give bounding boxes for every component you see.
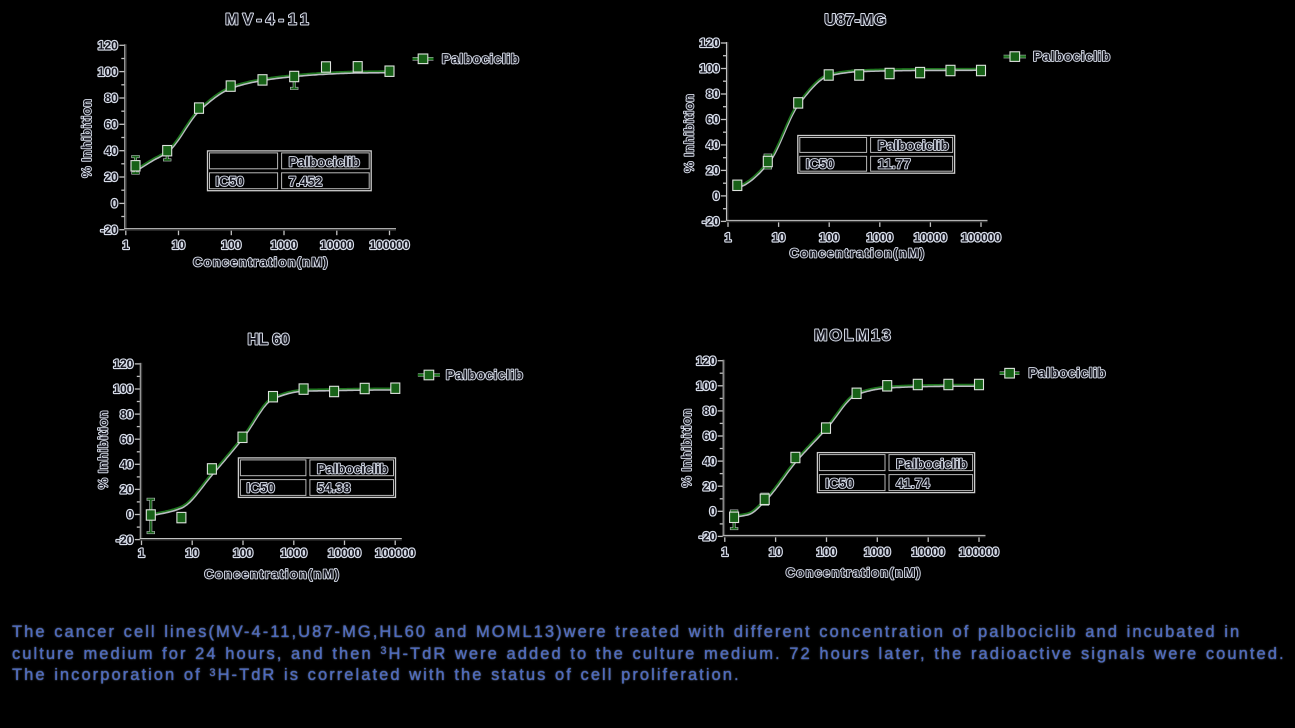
svg-text:10: 10 [172, 238, 186, 252]
svg-text:-20: -20 [699, 530, 717, 544]
svg-text:100000: 100000 [369, 238, 409, 252]
svg-text:20: 20 [104, 170, 118, 184]
svg-text:120: 120 [699, 36, 719, 50]
svg-text:100: 100 [221, 238, 241, 252]
svg-text:10000: 10000 [912, 545, 946, 559]
svg-text:100: 100 [699, 62, 719, 76]
svg-text:HL 60: HL 60 [248, 331, 290, 348]
svg-text:-20: -20 [116, 533, 134, 547]
svg-text:Palbociclib: Palbociclib [896, 456, 967, 471]
svg-text:20: 20 [706, 164, 720, 178]
svg-text:10: 10 [186, 546, 200, 560]
svg-text:10000: 10000 [320, 238, 354, 252]
svg-text:10: 10 [772, 231, 786, 245]
svg-text:0: 0 [710, 505, 717, 519]
svg-text:100000: 100000 [959, 545, 999, 559]
svg-text:10: 10 [769, 545, 783, 559]
svg-text:100: 100 [233, 546, 253, 560]
svg-text:1000: 1000 [866, 231, 893, 245]
svg-text:60: 60 [104, 118, 118, 132]
svg-text:MV-4-11: MV-4-11 [225, 12, 313, 29]
svg-text:20: 20 [120, 483, 134, 497]
svg-text:1000: 1000 [864, 545, 891, 559]
svg-text:10000: 10000 [914, 231, 948, 245]
svg-text:IC50: IC50 [246, 481, 275, 496]
svg-text:100: 100 [816, 545, 836, 559]
svg-text:40: 40 [703, 454, 717, 468]
svg-text:7.452: 7.452 [289, 174, 323, 189]
svg-text:-20: -20 [702, 215, 720, 229]
svg-text:IC50: IC50 [806, 156, 835, 171]
svg-text:54.38: 54.38 [317, 481, 351, 496]
svg-text:1: 1 [721, 545, 728, 559]
svg-text:80: 80 [104, 91, 118, 105]
svg-text:0: 0 [111, 197, 118, 211]
svg-text:60: 60 [706, 113, 720, 127]
svg-text:1: 1 [725, 231, 732, 245]
svg-text:80: 80 [706, 87, 720, 101]
svg-text:Palbociclib: Palbociclib [289, 155, 360, 170]
svg-text:100: 100 [98, 65, 118, 79]
svg-text:% Inhibition: % Inhibition [80, 98, 94, 177]
svg-text:Palbociclib: Palbociclib [442, 51, 520, 66]
svg-text:Palbociclib: Palbociclib [317, 461, 388, 476]
svg-text:% Inhibition: % Inhibition [680, 408, 694, 487]
svg-text:1: 1 [138, 546, 145, 560]
svg-text:80: 80 [120, 407, 134, 421]
svg-text:Concentration(nM): Concentration(nM) [193, 255, 329, 270]
svg-text:U87-MG: U87-MG [824, 12, 886, 29]
svg-text:0: 0 [127, 508, 134, 522]
svg-text:IC50: IC50 [216, 174, 245, 189]
svg-text:20: 20 [703, 479, 717, 493]
svg-text:Palbociclib: Palbociclib [1033, 49, 1111, 64]
svg-text:120: 120 [98, 39, 118, 53]
svg-text:MOLM13: MOLM13 [814, 327, 893, 344]
svg-text:100: 100 [819, 231, 839, 245]
svg-text:1: 1 [122, 238, 129, 252]
svg-text:11.77: 11.77 [878, 156, 911, 171]
svg-text:Palbociclib: Palbociclib [446, 368, 524, 383]
svg-text:-20: -20 [100, 223, 118, 237]
svg-text:100: 100 [696, 379, 716, 393]
svg-text:10000: 10000 [328, 546, 362, 560]
svg-text:100000: 100000 [961, 231, 1001, 245]
svg-text:Concentration(nM): Concentration(nM) [790, 245, 926, 260]
svg-text:Concentration(nM): Concentration(nM) [204, 567, 340, 582]
svg-text:0: 0 [713, 189, 720, 203]
svg-text:80: 80 [703, 404, 717, 418]
svg-text:40: 40 [706, 138, 720, 152]
svg-text:60: 60 [120, 432, 134, 446]
svg-text:120: 120 [696, 354, 716, 368]
svg-text:41.74: 41.74 [896, 476, 930, 491]
svg-text:120: 120 [113, 357, 133, 371]
svg-text:1000: 1000 [271, 238, 298, 252]
svg-text:40: 40 [120, 458, 134, 472]
svg-text:Palbociclib: Palbociclib [878, 138, 949, 153]
svg-text:100000: 100000 [375, 546, 415, 560]
svg-text:Palbociclib: Palbociclib [1028, 366, 1106, 381]
svg-text:40: 40 [104, 144, 118, 158]
svg-text:IC50: IC50 [825, 476, 854, 491]
svg-text:% Inhibition: % Inhibition [97, 410, 111, 489]
svg-text:Concentration(nM): Concentration(nM) [786, 565, 922, 580]
svg-text:1000: 1000 [280, 546, 307, 560]
svg-text:60: 60 [703, 429, 717, 443]
svg-text:100: 100 [113, 382, 133, 396]
svg-text:% Inhibition: % Inhibition [683, 93, 697, 172]
